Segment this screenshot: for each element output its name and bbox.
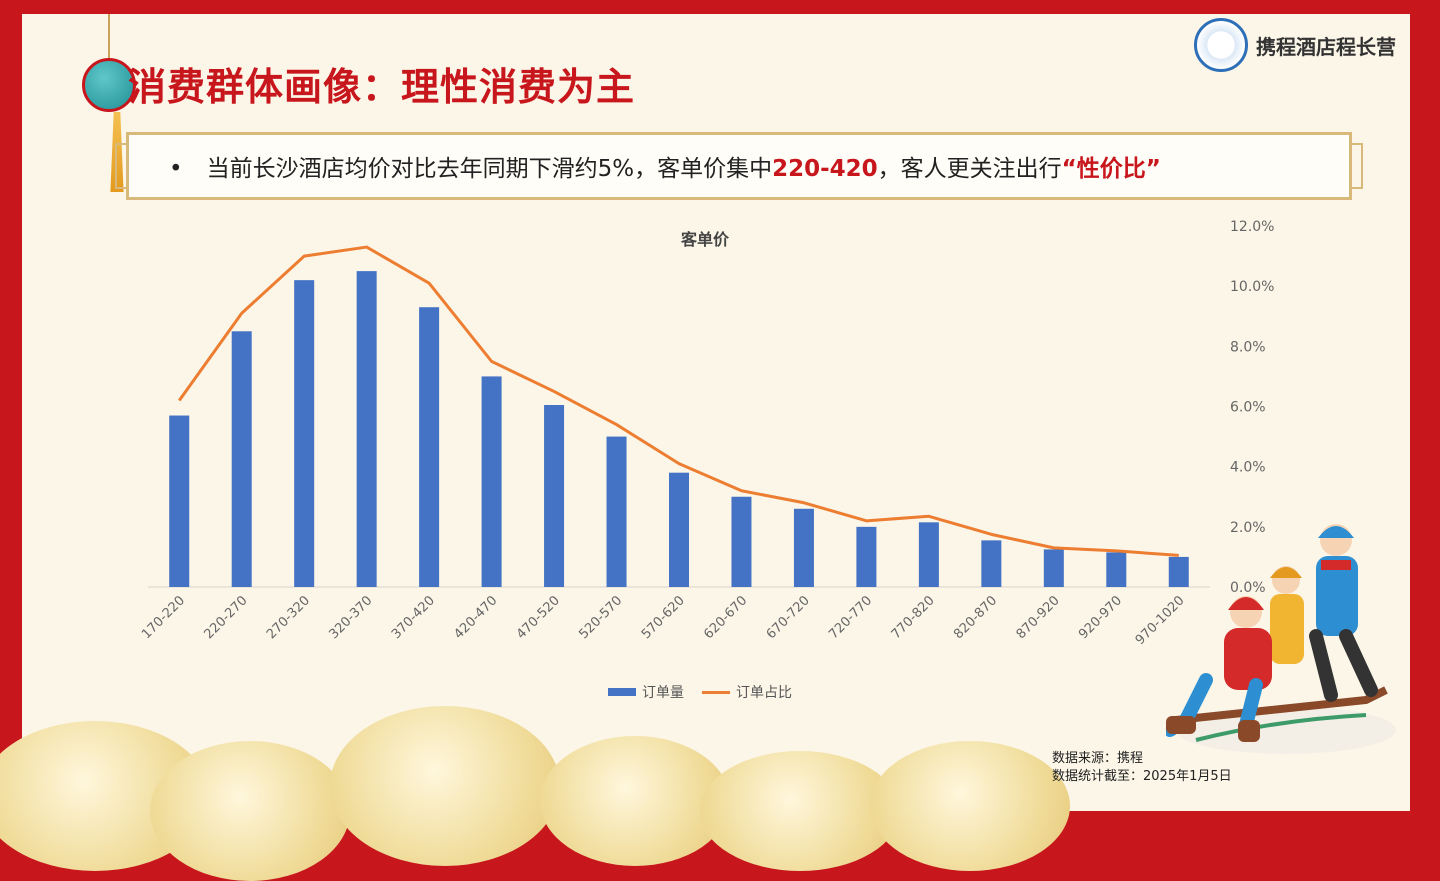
cloud-decoration [330,706,560,866]
x-tick-label: 620-670 [701,593,750,642]
bar-orders [794,509,814,587]
x-tick-label: 370-420 [389,593,438,642]
x-tick-label: 920-970 [1076,593,1125,642]
x-tick-label: 870-920 [1014,593,1063,642]
bar-orders [1106,552,1126,587]
x-tick-label: 670-720 [764,593,813,642]
x-tick-label: 820-870 [951,593,1000,642]
x-tick-label: 720-770 [826,593,875,642]
y-tick-label: 6.0% [1230,400,1266,416]
bar-orders [544,405,564,587]
x-tick-label: 470-520 [514,593,563,642]
bar-orders [981,540,1001,587]
x-tick-label: 770-820 [889,593,938,642]
x-tick-label: 220-270 [202,593,251,642]
bar-orders [731,497,751,587]
data-source-note: 数据来源：携程 数据统计截至：2025年1月5日 [1052,750,1232,786]
bar-orders [357,271,377,587]
source-date-line: 数据统计截至：2025年1月5日 [1052,768,1232,786]
bar-orders [919,522,939,587]
y-tick-label: 10.0% [1230,279,1274,295]
bar-orders [294,280,314,587]
y-tick-label: 8.0% [1230,339,1266,355]
x-tick-label: 320-370 [326,593,375,642]
x-tick-label: 270-320 [264,593,313,642]
sledding-kids-illustration-icon [1166,520,1398,760]
y-tick-label: 12.0% [1230,219,1274,235]
x-tick-label: 520-570 [576,593,625,642]
y-tick-label: 4.0% [1230,460,1266,476]
bar-orders [607,437,627,587]
auspicious-clouds-decoration [0,661,1120,811]
bar-orders [419,307,439,587]
bar-orders [1044,549,1064,587]
cloud-decoration [870,741,1070,871]
source-line: 数据来源：携程 [1052,750,1232,768]
x-tick-label: 420-470 [451,593,500,642]
x-tick-label: 570-620 [639,593,688,642]
bar-orders [232,331,252,587]
bar-orders [482,376,502,587]
cloud-decoration [150,741,350,881]
x-tick-label: 170-220 [139,593,188,642]
bar-orders [169,416,189,587]
bar-orders [669,473,689,587]
bar-orders [856,527,876,587]
